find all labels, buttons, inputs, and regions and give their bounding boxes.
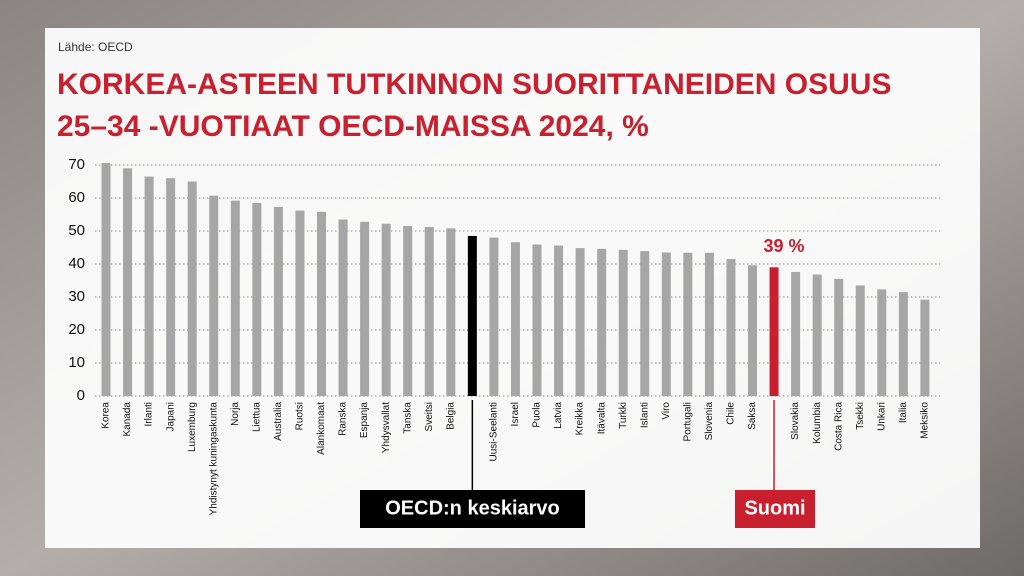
x-tick-label: Kreikka (575, 402, 586, 436)
x-tick-label: Meksiko (920, 402, 931, 439)
bar (640, 251, 650, 396)
x-tick-label: Costa Rica (833, 402, 844, 451)
bar (898, 292, 908, 396)
bar (834, 278, 844, 396)
x-tick-label: Islanti (639, 402, 650, 428)
bar (748, 265, 757, 396)
x-tick-label: Viro (661, 402, 672, 420)
bar (683, 252, 693, 396)
x-tick-label: Chile (726, 402, 737, 425)
x-tick-label: Espanja (359, 402, 370, 439)
x-tick-label: Liettua (251, 402, 262, 432)
x-tick-label: Sveitsi (424, 402, 435, 431)
bar (597, 248, 607, 396)
bar (424, 227, 434, 396)
bar (769, 267, 779, 396)
annotation: OECD:n keskiarvo (385, 497, 560, 519)
x-tick-label: Italia (898, 402, 909, 424)
x-tick-label: Slovenia (704, 402, 715, 441)
x-tick-label: Saksa (747, 402, 758, 430)
bar (510, 242, 520, 396)
x-tick-label: Tsekki (855, 402, 866, 430)
bar (726, 259, 736, 396)
x-tick-label: Tanska (402, 402, 413, 434)
x-tick-label: Itävalta (596, 402, 607, 435)
x-tick-label: Latvia (553, 402, 564, 429)
bar (187, 181, 197, 396)
y-tick-label: 70 (68, 156, 85, 173)
bar (877, 289, 887, 396)
bar (166, 178, 176, 396)
chart-title: KORKEA-ASTEEN TUTKINNON SUORITTANEIDEN O… (57, 68, 891, 101)
x-tick-label: Norja (230, 402, 241, 426)
bar (144, 176, 154, 396)
bar (209, 195, 219, 396)
bar (704, 252, 714, 396)
bar (575, 248, 585, 396)
x-tick-label: Yhdysvallat (381, 402, 392, 453)
x-tick-label: Kanada (122, 402, 133, 437)
bar (791, 271, 801, 396)
x-tick-label: Yhdistynyt kuningaskunta (208, 402, 219, 516)
x-tick-label: Israel (510, 402, 521, 426)
bar (230, 200, 240, 396)
bar (273, 206, 283, 396)
x-tick-label: Ruotsi (295, 402, 306, 430)
bar (855, 285, 865, 396)
x-tick-label: Uusi-Seelanti (489, 402, 500, 461)
x-tick-label: Unkari (876, 402, 887, 431)
bar (295, 210, 305, 396)
bar (360, 221, 370, 396)
bar (101, 163, 111, 396)
x-tick-label: Australia (273, 402, 284, 441)
bar (446, 228, 456, 396)
bar (920, 299, 930, 396)
x-tick-label: Turkki (618, 402, 629, 429)
bar (252, 202, 262, 396)
bar (661, 252, 671, 396)
bar (489, 237, 499, 396)
bar (812, 274, 822, 396)
bar (317, 211, 326, 396)
bar (381, 223, 391, 396)
y-tick-label: 20 (68, 321, 85, 338)
x-tick-label: Puola (532, 402, 543, 428)
source: Lähde: OECD (58, 40, 133, 54)
y-tick-label: 0 (77, 387, 85, 404)
y-tick-label: 30 (68, 288, 85, 305)
x-tick-label: Luxemburg (187, 402, 198, 452)
x-tick-label: Ranska (338, 402, 349, 436)
y-tick-label: 40 (68, 255, 85, 272)
x-tick-label: Kolumbia (812, 402, 823, 444)
x-tick-label: Portugali (682, 402, 693, 441)
x-tick-label: Japani (165, 402, 176, 431)
bar (403, 226, 413, 396)
y-tick-label: 50 (68, 222, 85, 239)
y-tick-label: 60 (68, 189, 85, 206)
bar (554, 245, 564, 396)
annotation-box (360, 490, 585, 528)
annotation: Suomi (744, 497, 805, 519)
y-tick-label: 10 (68, 354, 85, 371)
bar (123, 168, 133, 396)
x-tick-label: Slovakia (790, 402, 801, 440)
x-tick-label: Irlanti (144, 402, 155, 426)
annotation-box (735, 490, 815, 528)
bar (467, 235, 477, 396)
x-tick-label: Korea (101, 402, 112, 429)
bar (618, 249, 628, 396)
bar (338, 219, 348, 396)
chart-title: 25–34 -VUOTIAAT OECD-MAISSA 2024, % (57, 110, 649, 143)
x-tick-label: Alankomaat (316, 402, 327, 455)
x-tick-label: Belgia (445, 402, 456, 430)
value-label: 39 % (764, 236, 805, 256)
bar (532, 244, 542, 396)
